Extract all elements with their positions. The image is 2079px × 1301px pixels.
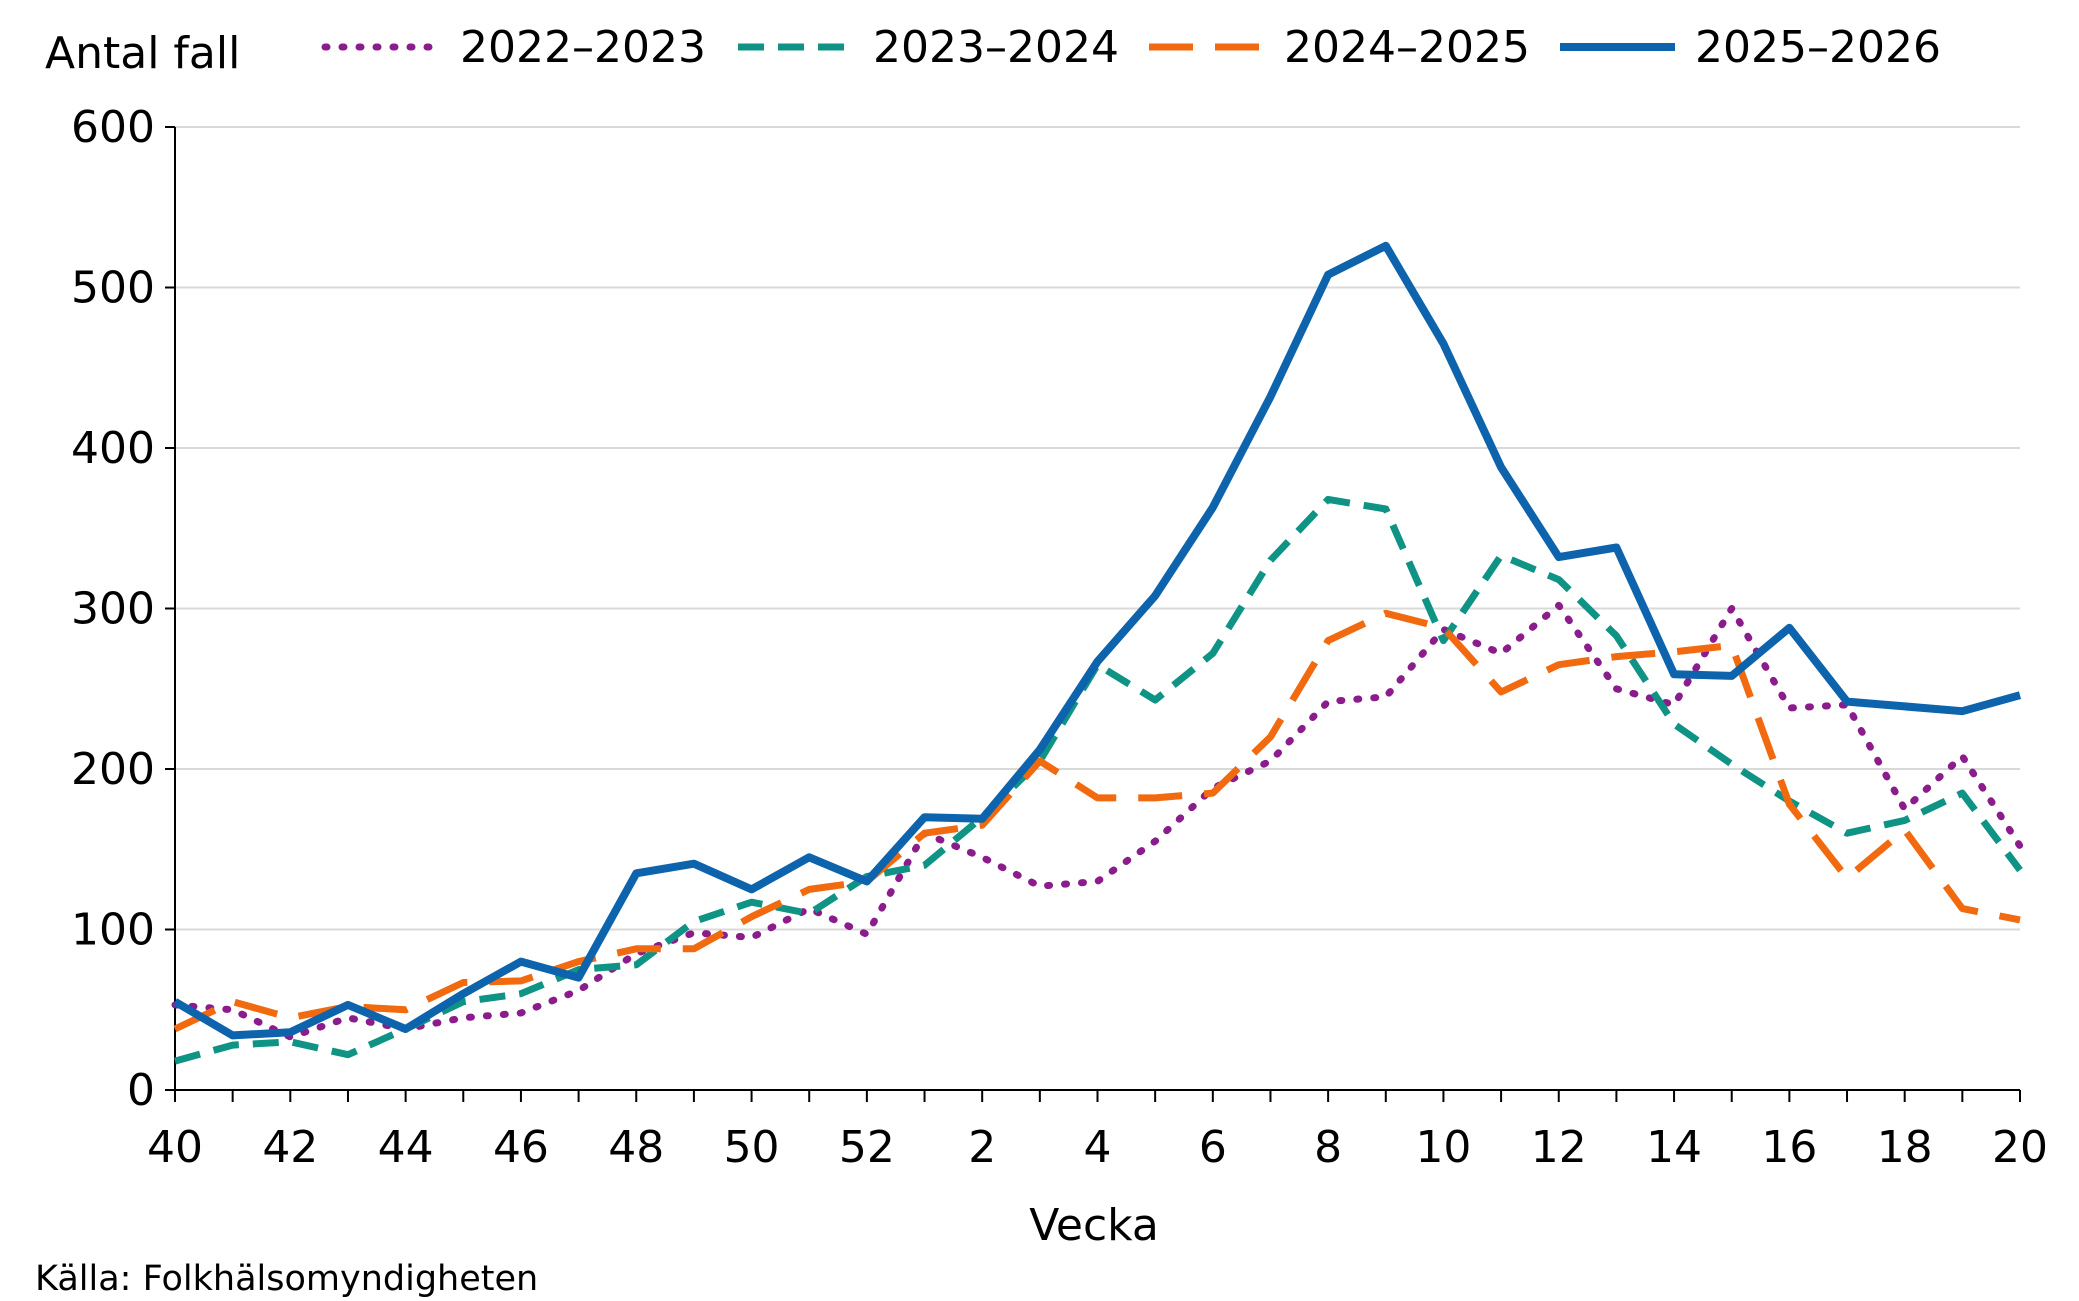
- y-tick-label: 100: [71, 905, 155, 956]
- legend-label: 2024–2025: [1284, 22, 1530, 73]
- source-note: Källa: Folkhälsomyndigheten: [35, 1259, 538, 1299]
- x-tick-label: 6: [1199, 1122, 1227, 1173]
- series-lines: [171, 241, 2024, 1065]
- y-tick-labels: 0 100 200 300 400 500 600: [71, 102, 175, 1116]
- x-tick-label: 14: [1646, 1122, 1702, 1173]
- x-tick-label: 2: [968, 1122, 996, 1173]
- legend-label: 2022–2023: [460, 22, 706, 73]
- series-line-2023–2024: [174, 495, 2023, 1065]
- series-line-2024–2025: [173, 609, 2021, 1033]
- x-tick-label: 46: [493, 1122, 549, 1173]
- legend: 2022–2023 2023–2024 2024–2025 2025–2026: [321, 22, 1941, 73]
- y-tick-label: 200: [71, 744, 155, 795]
- series-line-2025–2026: [172, 241, 2022, 1040]
- series-line-2022–2023: [171, 601, 2024, 1041]
- x-axis-title: Vecka: [1029, 1200, 1159, 1251]
- x-tick-label: 12: [1531, 1122, 1587, 1173]
- y-tick-label: 400: [71, 423, 155, 474]
- x-tick-label: 4: [1084, 1122, 1112, 1173]
- x-tick-label: 20: [1992, 1122, 2048, 1173]
- y-tick-label: 600: [71, 102, 155, 153]
- gridlines: [175, 126, 2020, 931]
- x-tick-label: 48: [608, 1122, 664, 1173]
- y-tick-label: 300: [71, 584, 155, 635]
- x-tick-label: 50: [724, 1122, 780, 1173]
- x-ticks: 40 42 44 46 48 50 52 2 4 6 8 10 12 14 16 18 20: [147, 1090, 2048, 1173]
- legend-label: 2023–2024: [873, 22, 1119, 73]
- y-tick-label: 500: [71, 263, 155, 314]
- x-tick-label: 10: [1415, 1122, 1471, 1173]
- y-tick-label: 0: [127, 1065, 155, 1116]
- x-tick-label: 52: [839, 1122, 895, 1173]
- x-tick-label: 18: [1877, 1122, 1933, 1173]
- y-axis-title: Antal fall: [45, 28, 240, 79]
- legend-label: 2025–2026: [1695, 22, 1941, 73]
- x-tick-label: 42: [262, 1122, 318, 1173]
- x-tick-label: 40: [147, 1122, 203, 1173]
- x-tick-label: 44: [378, 1122, 434, 1173]
- x-tick-label: 16: [1761, 1122, 1817, 1173]
- x-tick-label: 8: [1314, 1122, 1342, 1173]
